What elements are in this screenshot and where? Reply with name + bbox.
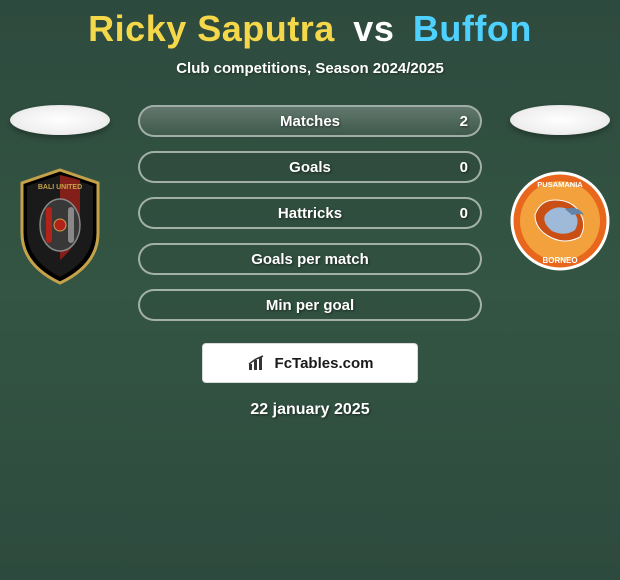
content-area: BALI UNITED PUSAMANIA BORNEO — [0, 105, 620, 419]
stat-row: Min per goal — [138, 289, 482, 321]
player1-oval — [10, 105, 110, 135]
chart-icon — [247, 354, 269, 372]
stat-value: 2 — [460, 113, 468, 130]
player1-name: Ricky Saputra — [88, 8, 335, 49]
stats-list: Matches 2 Goals 0 Hattricks 0 Goals per … — [138, 105, 482, 321]
stat-row: Hattricks 0 — [138, 197, 482, 229]
site-logo[interactable]: FcTables.com — [202, 343, 418, 383]
vs-text: vs — [353, 8, 394, 49]
subtitle: Club competitions, Season 2024/2025 — [0, 60, 620, 77]
stat-label: Matches — [140, 113, 480, 130]
logo-text: FcTables.com — [275, 355, 374, 372]
page-title: Ricky Saputra vs Buffon — [0, 0, 620, 50]
left-side: BALI UNITED — [10, 105, 110, 285]
stat-label: Min per goal — [140, 297, 480, 314]
svg-text:BORNEO: BORNEO — [542, 256, 577, 265]
crest-right-icon: PUSAMANIA BORNEO — [510, 165, 610, 285]
stat-label: Hattricks — [140, 205, 480, 222]
player2-name: Buffon — [413, 8, 532, 49]
right-side: PUSAMANIA BORNEO — [510, 105, 610, 285]
date-text: 22 january 2025 — [0, 401, 620, 419]
crest-left-icon: BALI UNITED — [10, 165, 110, 285]
stat-row: Matches 2 — [138, 105, 482, 137]
svg-text:PUSAMANIA: PUSAMANIA — [537, 180, 583, 189]
stat-row: Goals per match — [138, 243, 482, 275]
team1-crest: BALI UNITED — [10, 165, 110, 285]
stat-value: 0 — [460, 205, 468, 222]
stat-value: 0 — [460, 159, 468, 176]
team2-crest: PUSAMANIA BORNEO — [510, 165, 610, 285]
stat-label: Goals per match — [140, 251, 480, 268]
svg-text:BALI UNITED: BALI UNITED — [38, 184, 82, 191]
player2-oval — [510, 105, 610, 135]
stat-row: Goals 0 — [138, 151, 482, 183]
stat-label: Goals — [140, 159, 480, 176]
